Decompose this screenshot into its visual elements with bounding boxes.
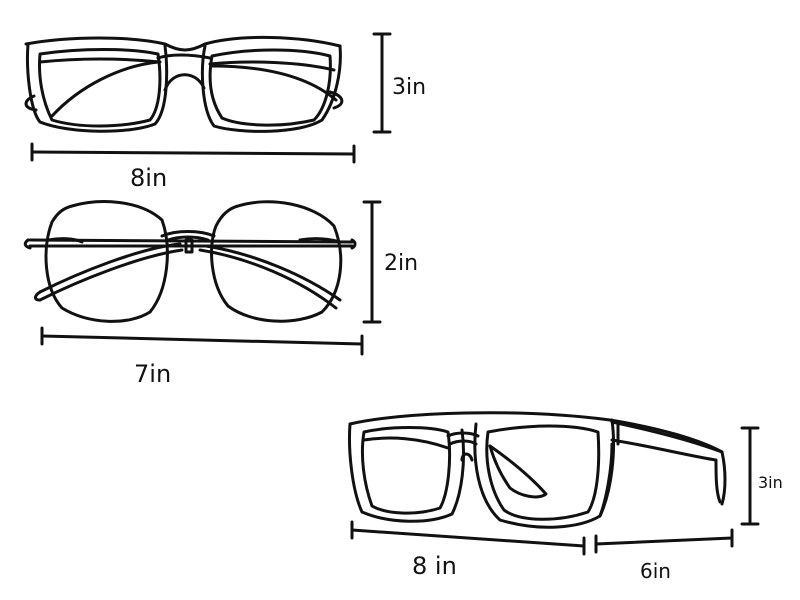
glasses-3-temple-label: 6in: [640, 559, 671, 583]
glasses-2: 2in 7in: [23, 200, 418, 388]
glasses-3-width-dimension: 8 in: [350, 520, 586, 580]
glasses-1-height-dimension: 3in: [372, 32, 426, 134]
glasses-3-height-label: 3in: [758, 473, 783, 492]
glasses-3-width-label: 8 in: [412, 552, 457, 580]
glasses-1-frame: [24, 35, 344, 133]
glasses-1-height-label: 3in: [392, 75, 426, 100]
glasses-3-height-dimension: 3in: [740, 426, 783, 526]
glasses-3-frame: [348, 411, 727, 529]
glasses-2-width-label: 7in: [134, 360, 171, 388]
glasses-3-temple-dimension: 6in: [594, 528, 734, 583]
glasses-2-height-dimension: 2in: [362, 200, 418, 324]
glasses-3: 3in 8 in 6in: [348, 411, 783, 583]
glasses-1-width-dimension: 8in: [30, 142, 356, 192]
glasses-2-frame: [23, 200, 357, 323]
glasses-2-width-dimension: 7in: [40, 326, 364, 388]
glasses-1: 3in 8in: [24, 32, 426, 192]
glasses-2-height-label: 2in: [384, 251, 418, 276]
glasses-1-width-label: 8in: [130, 164, 167, 192]
